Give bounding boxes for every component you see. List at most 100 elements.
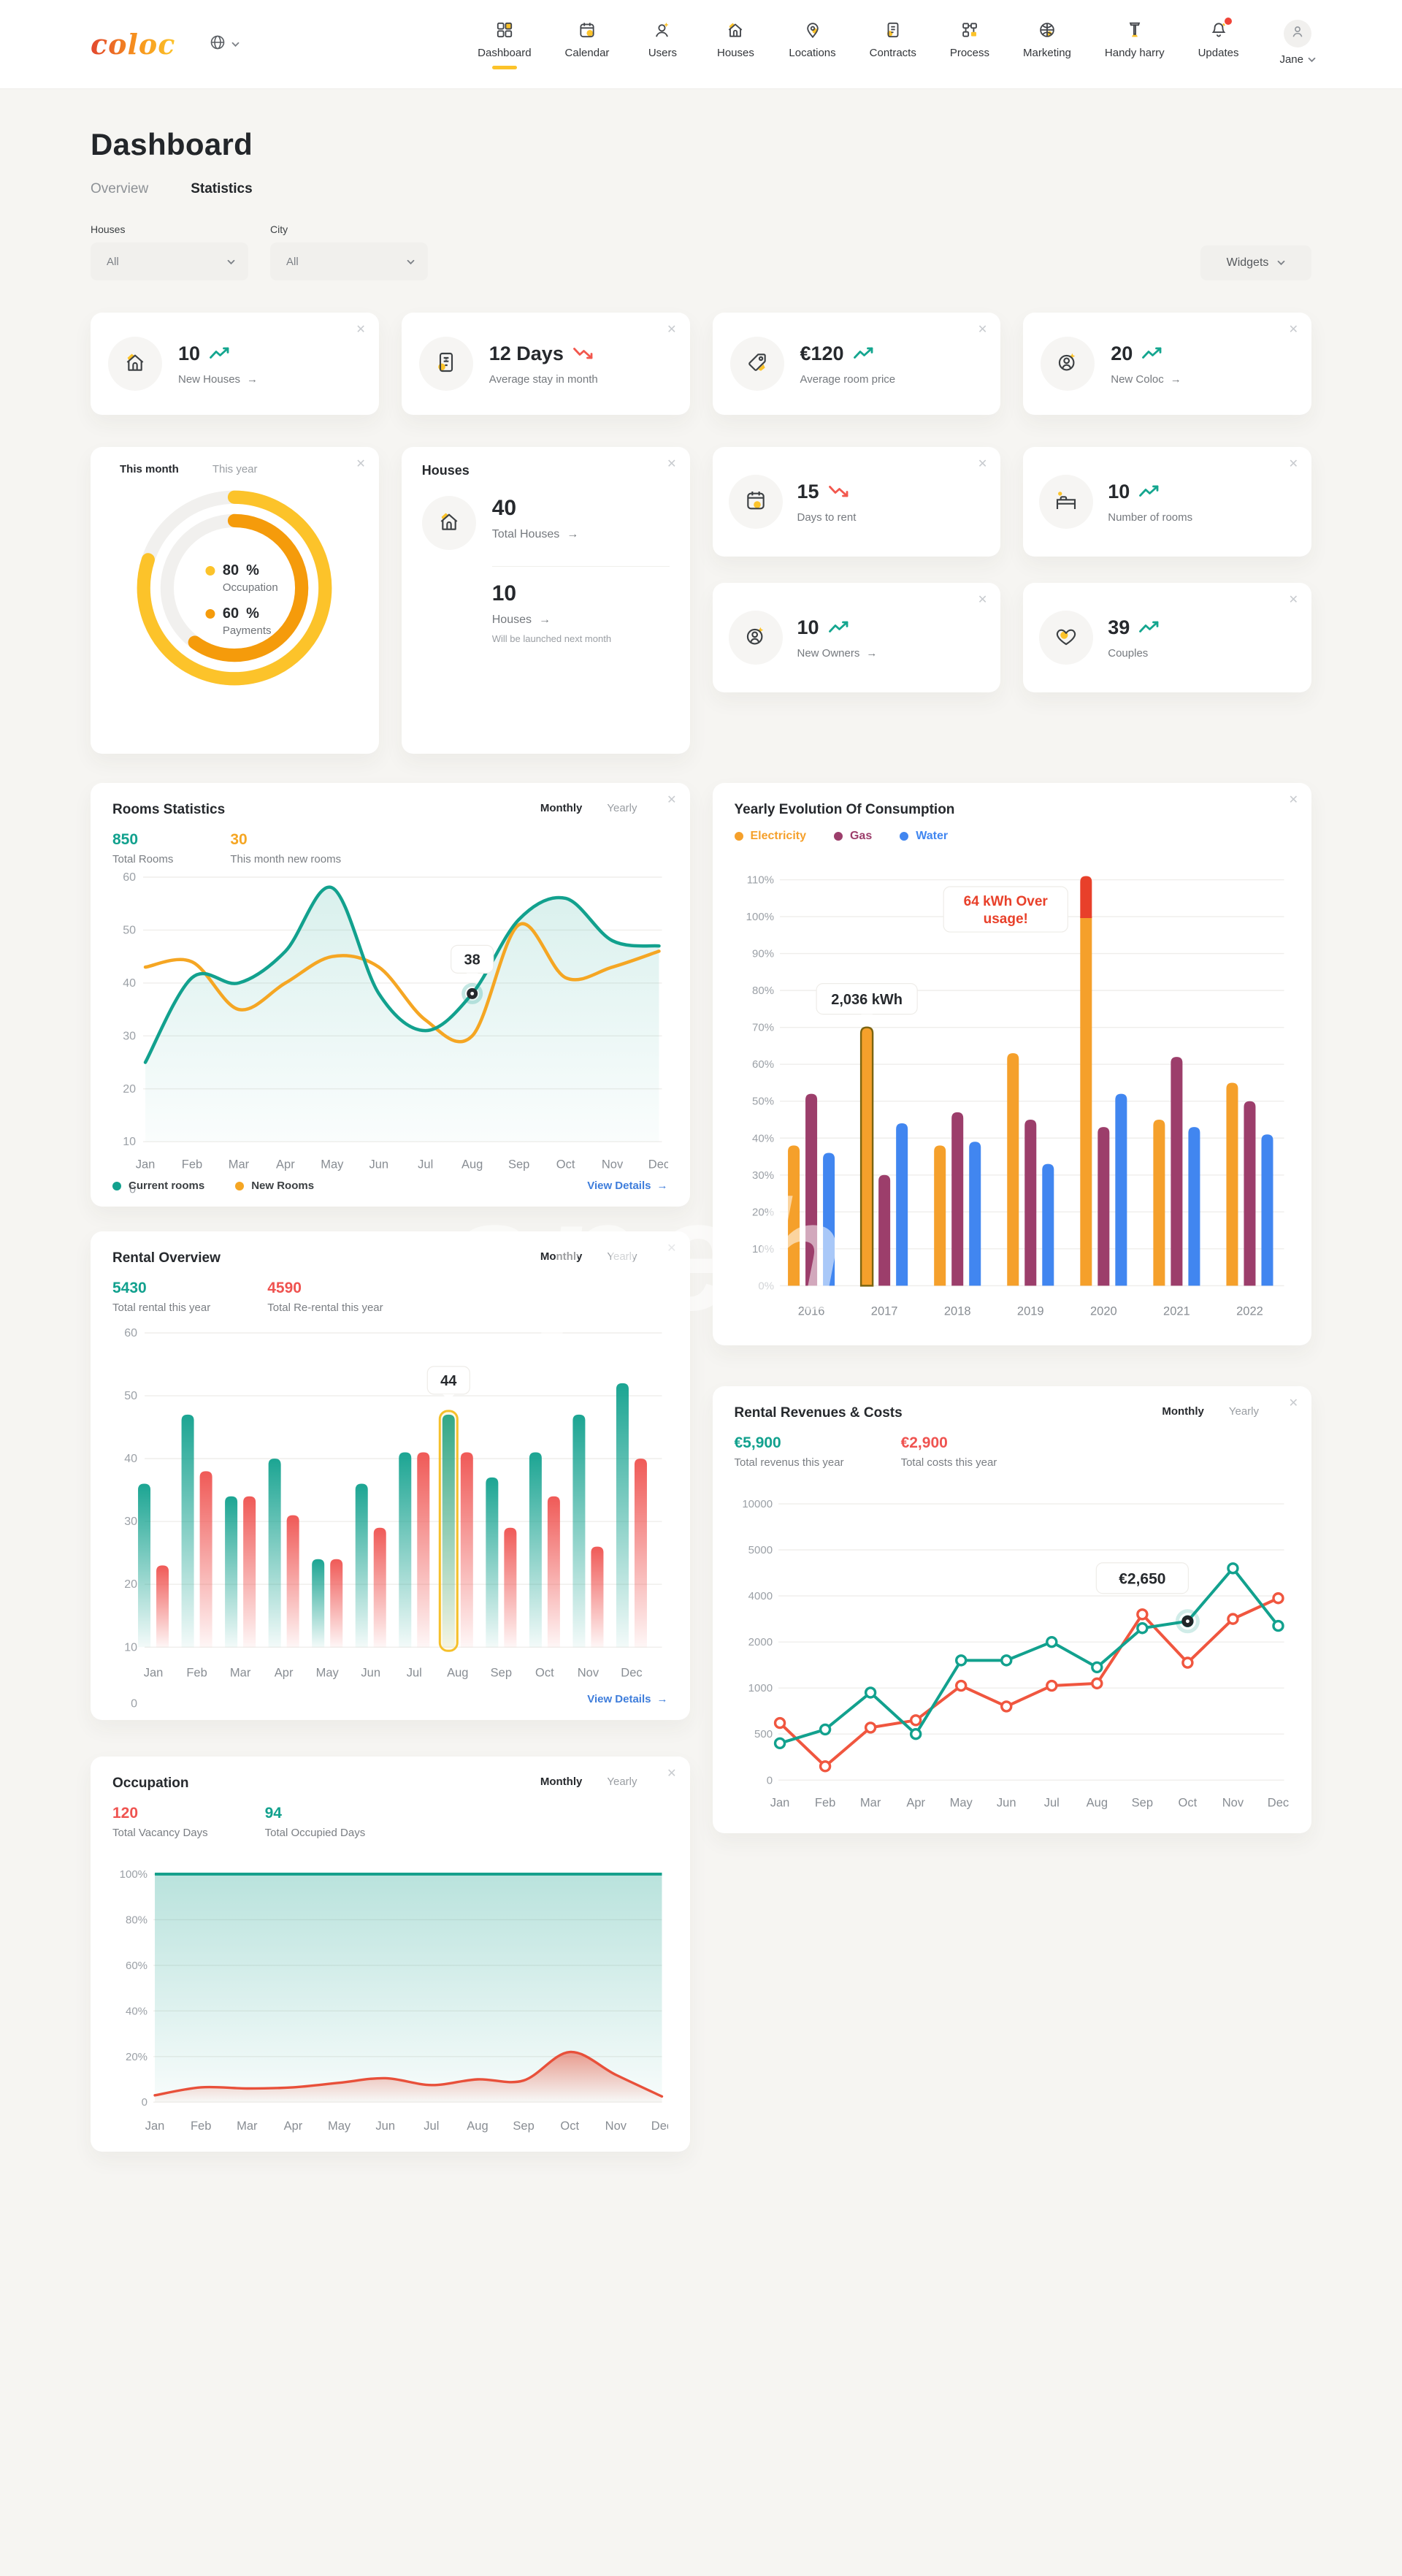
view-details-link[interactable]: View Details → (587, 1180, 668, 1193)
svg-text:Apr: Apr (275, 1667, 294, 1680)
tab-yearly[interactable]: Yearly (1228, 1405, 1259, 1418)
tab-monthly[interactable]: Monthly (540, 1250, 583, 1264)
rental-overview-chart[interactable]: 0 10 20 30 40 50 60 Jan Feb Mar Apr May Jun Jul Aug Sep… (112, 1320, 668, 1714)
svg-text:Feb: Feb (814, 1797, 835, 1810)
process-icon (960, 20, 979, 40)
svg-text:Nov: Nov (605, 2120, 627, 2133)
tab-this-month[interactable]: This month (120, 463, 179, 475)
svg-text:Feb: Feb (182, 1158, 202, 1171)
svg-text:20: 20 (124, 1579, 137, 1591)
svg-text:40: 40 (123, 977, 136, 990)
close-icon[interactable]: ✕ (667, 1767, 677, 1780)
svg-text:50: 50 (124, 1390, 137, 1402)
nav-item-updates[interactable]: Updates (1198, 17, 1238, 69)
svg-text:50: 50 (123, 924, 136, 936)
revenues-costs-chart[interactable]: 0 500 1000 2000 4000 5000 10000 Jan Feb Mar Apr May… (735, 1475, 1290, 1818)
arrow-right-icon[interactable]: → (866, 646, 878, 660)
trend-up-icon (828, 616, 850, 639)
tab-this-year[interactable]: This year (212, 463, 258, 475)
close-icon[interactable]: ✕ (977, 594, 988, 606)
close-icon[interactable]: ✕ (977, 324, 988, 336)
svg-text:Jun: Jun (361, 1667, 380, 1680)
close-icon[interactable]: ✕ (1288, 324, 1298, 336)
close-icon[interactable]: ✕ (1288, 458, 1298, 470)
tab-monthly[interactable]: Monthly (540, 1775, 583, 1788)
svg-text:May: May (321, 1158, 344, 1171)
revenues-costs-card: ✕ Rental Revenues & Costs Monthly Yearly… (712, 1386, 1311, 1833)
svg-text:2017: 2017 (870, 1304, 897, 1318)
nav-item-calendar[interactable]: Calendar (565, 20, 609, 69)
close-icon[interactable]: ✕ (356, 324, 366, 336)
close-icon[interactable]: ✕ (356, 458, 366, 470)
svg-text:5000: 5000 (748, 1544, 772, 1556)
close-icon[interactable]: ✕ (1288, 594, 1298, 606)
chevron-down-icon (407, 256, 415, 268)
close-icon[interactable]: ✕ (977, 458, 988, 470)
user-menu[interactable]: Jane (1279, 19, 1316, 66)
svg-text:Jan: Jan (145, 2120, 165, 2133)
tab-yearly[interactable]: Yearly (607, 802, 637, 814)
svg-text:Sep: Sep (508, 1158, 529, 1171)
close-icon[interactable]: ✕ (667, 458, 677, 470)
consumption-legend: Electricity Gas Water (734, 830, 1290, 843)
language-selector[interactable] (209, 34, 240, 55)
svg-text:60%: 60% (126, 1960, 148, 1972)
arrow-right-icon[interactable]: → (567, 528, 579, 540)
arrow-right-icon[interactable]: → (539, 614, 551, 626)
svg-text:Apr: Apr (276, 1158, 295, 1171)
svg-text:May: May (328, 2120, 351, 2133)
nav-item-marketing[interactable]: Marketing (1023, 20, 1071, 69)
coloc-logo[interactable]: coloc (91, 28, 176, 61)
kpi-card-average-stay: ✕ 12 Days Average stay in month (401, 313, 690, 415)
tab-statistics[interactable]: Statistics (191, 181, 253, 196)
tab-yearly[interactable]: Yearly (607, 1250, 637, 1264)
divider (491, 566, 670, 567)
view-details-link[interactable]: View Details → (587, 1692, 668, 1705)
svg-text:10000: 10000 (742, 1498, 773, 1510)
consumption-chart[interactable]: 0% 10% 20% 30% 40% 50% 60% 70% 80% 90% 100% 110% 201… (735, 849, 1290, 1331)
svg-text:500: 500 (754, 1729, 773, 1741)
svg-text:Jul: Jul (424, 2120, 439, 2133)
tab-overview[interactable]: Overview (91, 181, 149, 196)
nav-item-process[interactable]: Process (950, 20, 989, 69)
close-icon[interactable]: ✕ (1288, 794, 1298, 806)
close-icon[interactable]: ✕ (667, 324, 677, 336)
trend-up-icon (1138, 616, 1160, 639)
nav-item-contracts[interactable]: Contracts (870, 20, 916, 69)
kpi-card-number-of-rooms: ✕ 10 Number of rooms (1023, 447, 1311, 557)
rooms-statistics-chart[interactable]: 0 10 20 30 40 50 60 Jan Feb Mar Apr May Jun Jul Aug Sep… (112, 871, 668, 1199)
summary-row: ✕ This month This year 80% Occupation 60… (91, 447, 1311, 754)
arrow-right-icon[interactable]: → (1170, 372, 1181, 386)
svg-text:1000: 1000 (748, 1683, 772, 1695)
tab-monthly[interactable]: Monthly (540, 802, 583, 814)
chevron-down-icon (231, 38, 240, 51)
nav-item-houses[interactable]: Houses (716, 20, 755, 69)
houses-summary-card: ✕ Houses 40 Total Houses → 10 Houses → Wil… (401, 447, 690, 754)
donut-chart[interactable] (125, 478, 344, 697)
close-icon[interactable]: ✕ (667, 794, 677, 806)
nav-item-dashboard[interactable]: Dashboard (478, 20, 532, 69)
occupation-chart[interactable]: 0 20% 40% 60% 80% 100% Jan Feb Mar Apr May Jun Jul Au… (112, 1845, 668, 2137)
tab-monthly[interactable]: Monthly (1162, 1405, 1204, 1418)
kpi-value: 20 (1111, 342, 1133, 364)
nav-item-locations[interactable]: Locations (789, 20, 836, 69)
svg-text:90%: 90% (752, 948, 774, 960)
svg-text:2018: 2018 (943, 1304, 970, 1318)
arrow-right-icon[interactable]: → (247, 372, 258, 386)
house-icon (726, 20, 745, 40)
nav-item-users[interactable]: Users (643, 20, 682, 69)
city-select[interactable]: All (270, 242, 428, 280)
svg-text:Jan: Jan (144, 1667, 164, 1680)
widgets-button[interactable]: Widgets (1200, 245, 1311, 280)
nav-item-handy-harry[interactable]: Handy harry (1105, 20, 1165, 69)
houses-select[interactable]: All (91, 242, 248, 280)
close-icon[interactable]: ✕ (1288, 1397, 1298, 1410)
kpi-card-new-houses: ✕ 10 New Houses → (91, 313, 379, 415)
close-icon[interactable]: ✕ (667, 1242, 677, 1255)
house-icon (108, 337, 162, 391)
svg-text:Mar: Mar (859, 1797, 881, 1810)
charts-area: ✕ Rooms Statistics Monthly Yearly 850 Tot… (91, 783, 1311, 2152)
tab-yearly[interactable]: Yearly (607, 1775, 637, 1788)
svg-text:30: 30 (124, 1516, 137, 1528)
svg-text:4000: 4000 (748, 1591, 772, 1603)
